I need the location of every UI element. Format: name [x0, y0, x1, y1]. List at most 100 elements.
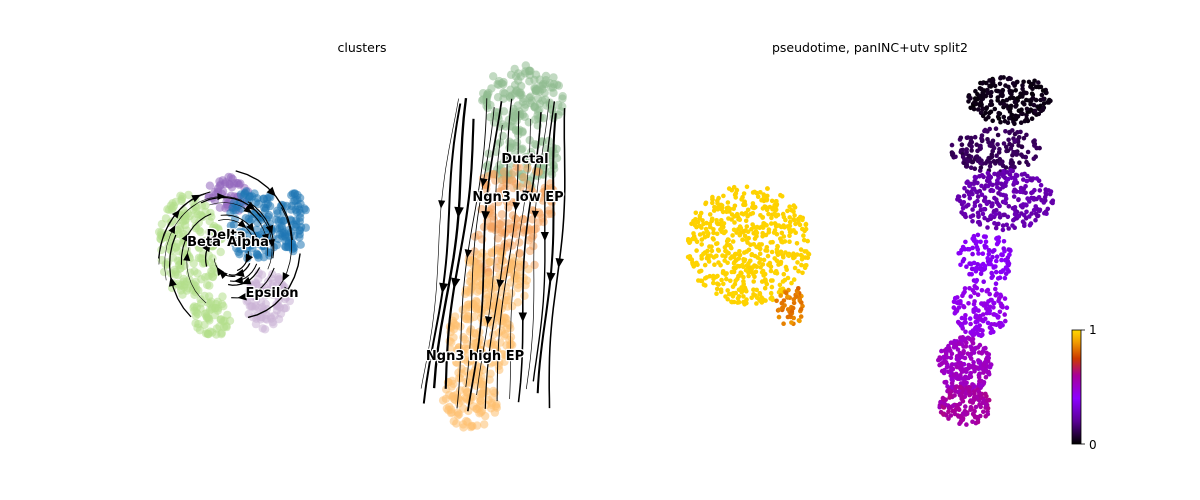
pseudotime-cell-point	[994, 181, 999, 187]
pseudotime-cell-point	[961, 193, 967, 199]
pseudotime-cell-point	[722, 258, 727, 263]
left-panel-title: clusters	[337, 40, 387, 55]
pseudotime-cell-point	[739, 197, 744, 202]
pseudotime-cell-point	[1009, 158, 1014, 163]
pseudotime-cell-point	[802, 249, 807, 254]
pseudotime-cell-point	[983, 402, 989, 408]
pseudotime-cell-point	[986, 251, 992, 257]
pseudotime-cell-point	[730, 239, 736, 244]
pseudotime-cell-point	[741, 274, 746, 280]
pseudotime-cell-point	[757, 297, 762, 303]
pseudotime-cell-point	[968, 96, 973, 101]
cell-point-epsilon	[281, 303, 290, 313]
pseudotime-cell-point	[961, 304, 967, 310]
pseudotime-cell-point	[709, 216, 715, 222]
pseudotime-cell-point	[988, 330, 994, 336]
pseudotime-cell-point	[960, 244, 966, 250]
cell-point-epsilon	[254, 274, 263, 284]
pseudotime-cell-point	[951, 305, 957, 310]
pseudotime-cell-point	[1031, 102, 1037, 108]
pseudotime-cell-point	[731, 206, 736, 211]
pseudotime-cell-point	[961, 348, 966, 354]
pseudotime-cell-point	[804, 263, 809, 268]
pseudotime-cell-point	[1000, 87, 1006, 93]
pseudotime-cell-point	[722, 245, 728, 250]
pseudotime-cell-point	[979, 192, 985, 197]
pseudotime-cell-point	[998, 324, 1003, 330]
pseudotime-cell-point	[966, 375, 971, 381]
pseudotime-cell-point	[749, 295, 754, 301]
pseudotime-cell-point	[714, 218, 719, 223]
cell-point-epsilon	[245, 284, 255, 293]
pseudotime-cell-point	[971, 412, 976, 418]
pseudotime-cell-point	[958, 338, 964, 343]
cell-point-beta	[206, 297, 216, 306]
pseudotime-cell-point	[994, 313, 999, 318]
pseudotime-cell-point	[996, 239, 1001, 244]
pseudotime-cell-point	[791, 297, 797, 302]
cell-point-beta	[173, 239, 182, 248]
pseudotime-cell-point	[766, 227, 772, 232]
pseudotime-cell-point	[1006, 137, 1011, 143]
pseudotime-cell-point	[985, 217, 991, 223]
pseudotime-cell-point	[712, 262, 717, 268]
velocity-streamline-29	[209, 202, 262, 225]
cell-point-ngn3-high-ep	[503, 302, 512, 311]
pseudotime-cell-point	[988, 257, 993, 263]
pseudotime-cell-point	[941, 411, 946, 417]
pseudotime-cell-point	[719, 277, 724, 283]
pseudotime-cell-point	[1039, 197, 1044, 203]
pseudotime-cell-point	[794, 241, 800, 246]
cell-point-ngn3-high-ep	[505, 346, 514, 355]
pseudotime-cell-point	[1007, 129, 1012, 135]
pseudotime-cell-point	[992, 106, 998, 112]
pseudotime-cell-point	[975, 198, 980, 204]
pseudotime-cell-point	[978, 383, 984, 389]
pseudotime-cell-point	[955, 405, 961, 411]
pseudotime-cell-point	[968, 321, 973, 327]
velocity-arrowhead-25	[282, 286, 292, 297]
velocity-arrowhead-30	[245, 253, 254, 264]
pseudotime-cell-point	[942, 401, 947, 406]
pseudotime-cell-point	[779, 194, 785, 199]
pseudotime-cell-point	[1003, 129, 1008, 134]
pseudotime-cell-point	[967, 316, 973, 321]
cell-point-ngn3-low-ep	[516, 183, 525, 192]
cell-point-ductal	[510, 64, 519, 74]
pseudotime-cell-point	[1016, 197, 1021, 202]
velocity-arrowhead-26	[168, 276, 177, 287]
pseudotime-cell-point	[732, 220, 737, 225]
pseudotime-cell-point	[952, 295, 958, 301]
pseudotime-cell-point	[751, 287, 756, 293]
cell-point-alpha	[295, 226, 304, 235]
cell-point-beta	[160, 267, 169, 277]
pseudotime-cell-point	[1016, 143, 1021, 148]
cluster-label-alpha: Alpha	[227, 235, 269, 250]
pseudotime-cell-point	[1034, 176, 1040, 181]
velocity-arrowhead-6	[481, 210, 491, 222]
velocity-streamline-6	[466, 101, 503, 412]
cell-point-epsilon	[251, 297, 261, 306]
pseudotime-cell-point	[754, 287, 759, 293]
pseudotime-cell-point	[949, 380, 955, 386]
pseudotime-cell-point	[997, 309, 1003, 315]
pseudotime-cell-point	[984, 106, 989, 111]
cell-point-beta	[200, 291, 209, 301]
pseudotime-cell-point	[1009, 92, 1014, 97]
pseudotime-cell-point	[1006, 204, 1012, 209]
pseudotime-cell-point	[1003, 165, 1009, 170]
pseudotime-cell-point	[970, 245, 975, 251]
pseudotime-cell-point	[988, 99, 994, 104]
velocity-arrowhead-23	[261, 233, 269, 243]
pseudotime-cell-point	[792, 265, 798, 271]
pseudotime-cell-point	[733, 278, 738, 284]
pseudotime-cell-point	[761, 198, 767, 204]
pseudotime-cell-point	[790, 305, 796, 311]
pseudotime-cell-point	[1001, 246, 1006, 251]
velocity-arrowhead-7	[484, 316, 493, 325]
pseudotime-cell-point	[997, 211, 1002, 216]
pseudotime-cell-point	[975, 220, 981, 225]
pseudotime-cell-point	[741, 228, 747, 234]
pseudotime-cell-point	[747, 265, 752, 270]
